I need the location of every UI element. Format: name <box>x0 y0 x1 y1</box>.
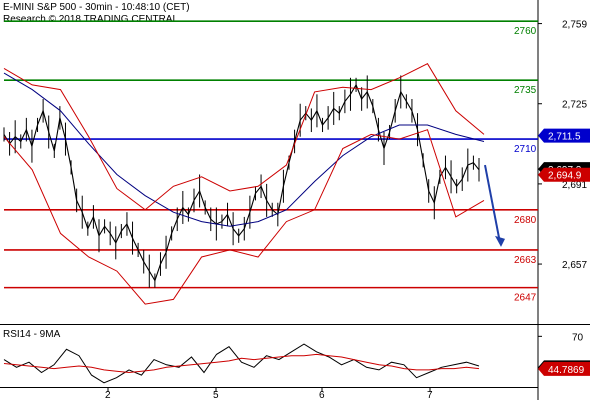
price-axis-tick-label: 2,691 <box>562 180 587 191</box>
rsi-value-box <box>538 361 590 376</box>
price-axis-tick-label: 2,725 <box>562 100 587 111</box>
copyright-credit: Research © 2018 TRADING CENTRAL <box>3 14 179 25</box>
series-line-moving-average <box>3 72 485 227</box>
price-box-label: 2,694.9 <box>548 171 582 182</box>
price-axis-tick-label: 2,657 <box>562 260 587 271</box>
level-label: 2647 <box>514 293 537 304</box>
series-line-lower-band <box>3 129 485 305</box>
rsi-line-rsi <box>3 343 480 384</box>
time-axis-tick-label: 7 <box>427 390 433 400</box>
chart-title: E-MINI S&P 500 - 30min - 10:48:10 (CET) <box>3 2 190 13</box>
level-label: 2735 <box>514 85 537 96</box>
forecast-arrow-shaft <box>484 164 501 244</box>
level-label: 2710 <box>514 144 537 155</box>
rsi-axis-tick-label: 70 <box>572 332 584 343</box>
time-axis-tick-label: 6 <box>319 390 325 400</box>
price-axis-tick-label: 2,759 <box>562 20 587 31</box>
series-line-upper-band <box>3 63 485 211</box>
rsi-line-rsi-ma <box>3 353 480 374</box>
time-axis-tick-label: 2 <box>105 390 111 400</box>
rsi-panel-title: RSI14 - 9MA <box>3 329 61 340</box>
forecast-arrow-head <box>495 235 505 247</box>
price-box <box>538 128 590 143</box>
time-axis-tick-label: 5 <box>213 390 219 400</box>
level-label: 2760 <box>514 26 537 37</box>
series-line-price <box>3 83 480 282</box>
level-label: 2663 <box>514 255 537 266</box>
rsi-value-label: 44.7869 <box>548 365 585 376</box>
price-box <box>538 167 590 182</box>
price-box-label: 2,711.5 <box>548 132 581 143</box>
level-label: 2680 <box>514 215 537 226</box>
